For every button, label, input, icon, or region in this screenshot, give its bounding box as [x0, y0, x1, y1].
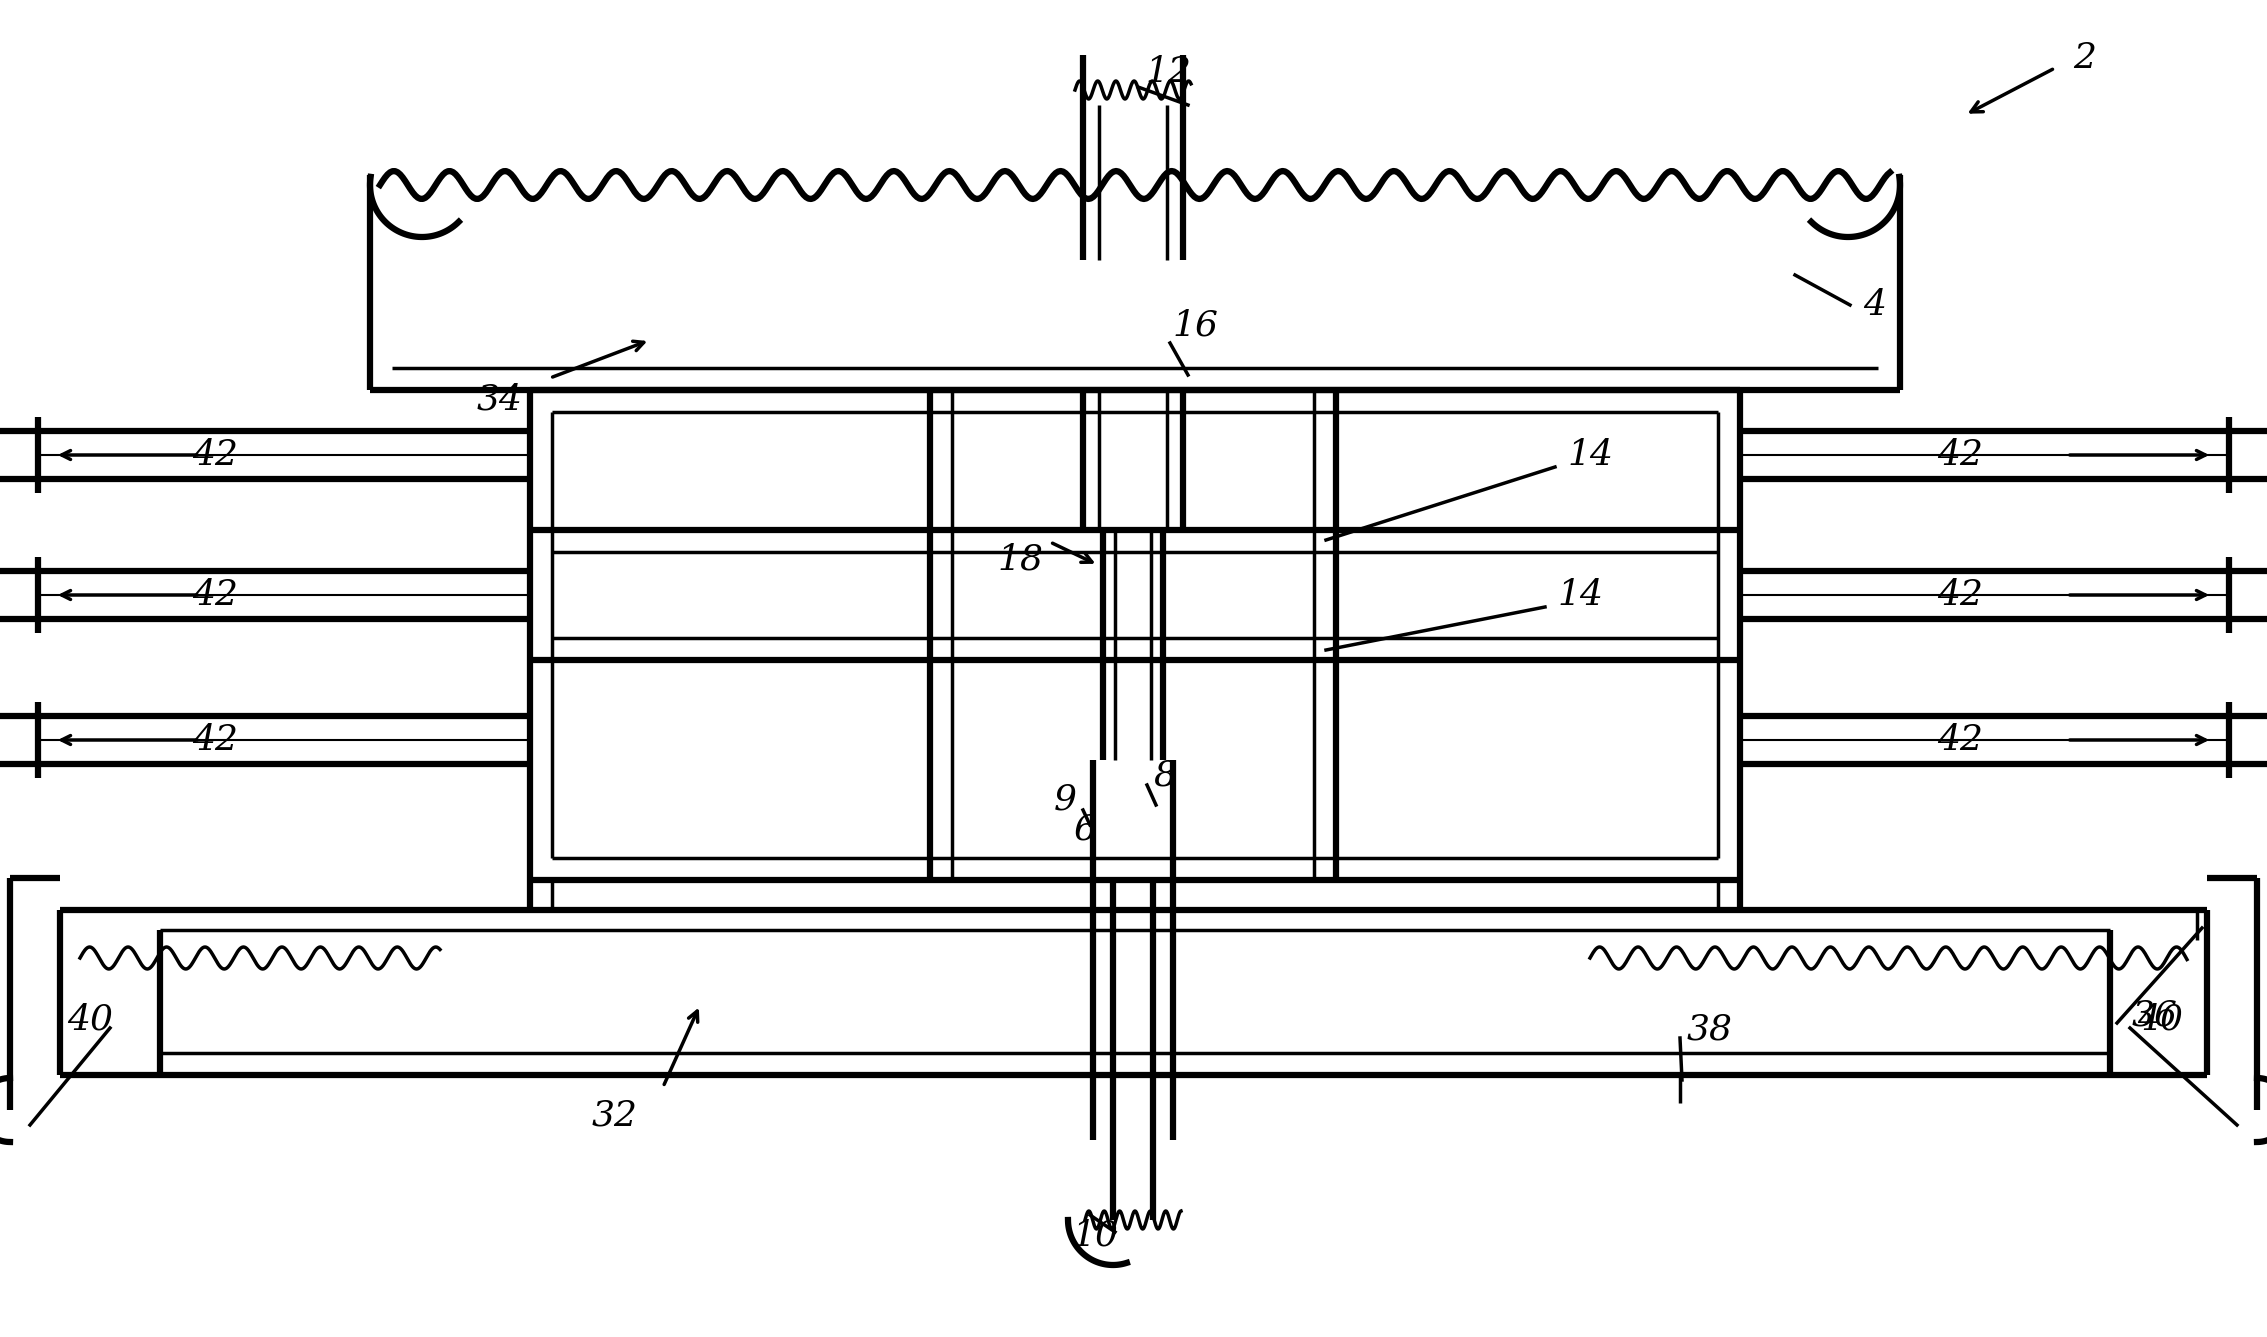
Text: 42: 42 — [1936, 723, 1984, 757]
Text: 9: 9 — [1054, 783, 1077, 817]
Text: 42: 42 — [193, 723, 238, 757]
Text: 14: 14 — [1566, 439, 1614, 472]
Text: 42: 42 — [193, 439, 238, 472]
Text: 36: 36 — [2131, 997, 2179, 1032]
Text: 10: 10 — [1072, 1218, 1118, 1251]
Text: 16: 16 — [1172, 308, 1217, 342]
Text: 42: 42 — [193, 578, 238, 612]
Text: 12: 12 — [1145, 55, 1190, 90]
Text: 32: 32 — [592, 1098, 637, 1132]
Text: 40: 40 — [68, 1003, 113, 1038]
Text: 42: 42 — [1936, 439, 1984, 472]
Text: 6: 6 — [1075, 813, 1097, 848]
Text: 4: 4 — [1863, 287, 1886, 322]
Text: 14: 14 — [1557, 578, 1603, 612]
Text: 2: 2 — [2074, 41, 2097, 75]
Text: 38: 38 — [1687, 1013, 1732, 1047]
Text: 18: 18 — [997, 543, 1043, 578]
Text: 40: 40 — [2138, 1003, 2183, 1038]
Text: 8: 8 — [1154, 758, 1177, 792]
Text: 42: 42 — [1936, 578, 1984, 612]
Text: 34: 34 — [476, 382, 524, 417]
